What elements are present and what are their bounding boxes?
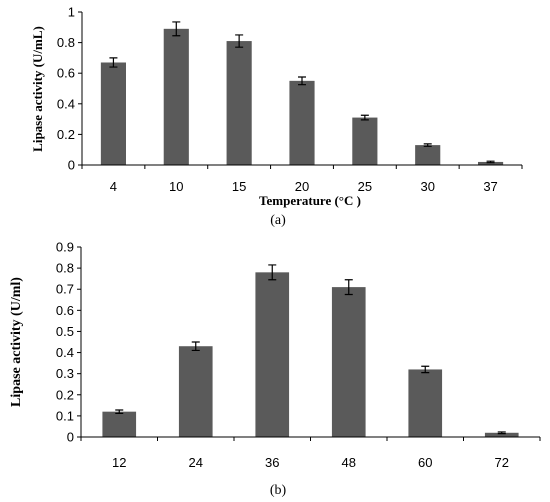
chart-b-bar-48	[331, 287, 366, 437]
chart-a-y-axis: 0 0.2 0.4 0.6 0.8 1	[57, 5, 83, 173]
chart-a-y-tick-label: 0.2	[57, 127, 75, 142]
chart-b-y-tick-label: 0.5	[56, 324, 74, 339]
chart-b-y-tick-label: 0.9	[56, 240, 74, 255]
chart-a-ylabel: Lipase activity (U/mL)	[30, 26, 45, 152]
chart-a-error-bar-30	[423, 143, 432, 147]
chart-a-y-tick-label: 0.6	[57, 66, 75, 81]
chart-a: Lipase activity (U/mL) 0 0.2 0.4 0.6 0.8 1 4 1…	[30, 5, 523, 228]
chart-b-y-tick-label: 0.2	[56, 387, 74, 402]
chart-b-y-tick-label: 0.8	[56, 261, 74, 276]
chart-a-bar-25	[352, 117, 378, 165]
chart-b-bar-36	[255, 272, 290, 437]
chart-b-bar-24	[178, 346, 213, 437]
chart-a-panel-label: (a)	[270, 213, 286, 228]
chart-b-y-tick-label: 0.6	[56, 303, 74, 318]
chart-a-y-tick-label: 0.8	[57, 35, 75, 50]
chart-a-error-bar-10	[172, 21, 181, 37]
chart-b-y-tick-label: 0.4	[56, 345, 74, 360]
chart-a-x-tick-label: 37	[483, 179, 497, 194]
chart-b-bars	[102, 264, 519, 437]
chart-a-bar-10	[163, 28, 189, 165]
chart-a-x-tick-label: 20	[295, 179, 309, 194]
chart-b-y-tick-label: 0.1	[56, 408, 74, 423]
chart-b-panel-label: (b)	[270, 483, 287, 498]
chart-a-bar-30	[415, 145, 441, 165]
chart-a-x-tick-label: 25	[358, 179, 372, 194]
chart-a-bar-15	[226, 41, 252, 165]
chart-b-ylabel: Lipase activity (U/ml)	[9, 277, 24, 407]
chart-b-x-tick-label: 48	[342, 455, 356, 470]
chart-b-error-bar-36	[268, 264, 277, 281]
chart-a-bars	[100, 21, 504, 165]
chart-a-bar-4	[100, 62, 126, 165]
chart-b-x-tick-label: 72	[495, 455, 509, 470]
chart-b-x-tick-label: 60	[418, 455, 432, 470]
chart-a-error-bar-37	[486, 160, 495, 164]
chart-b-error-bar-12	[115, 409, 124, 414]
chart-a-bar-20	[289, 80, 315, 165]
chart-a-error-bar-20	[298, 76, 306, 86]
chart-a-xlabel: Temperature (°C )	[259, 193, 361, 208]
chart-b-y-axis: 0 0.1 0.2 0.3 0.4 0.5 0.6 0.7 0.8 0.9	[56, 240, 82, 445]
chart-a-x-tick-label: 4	[110, 179, 117, 194]
chart-b-x-tick-label: 12	[112, 455, 126, 470]
chart-b-error-bar-48	[344, 279, 353, 296]
chart-a-x-tick-label: 30	[420, 179, 434, 194]
chart-a-x-axis: 4 10 15 20 25 30 37	[81, 164, 523, 194]
chart-b-error-bar-60	[421, 365, 430, 374]
chart-a-error-bar-15	[235, 34, 244, 48]
chart-a-error-bar-25	[360, 114, 369, 121]
chart-b-y-tick-label: 0.3	[56, 366, 74, 381]
chart-b-bar-72	[484, 432, 519, 437]
chart-b-x-tick-label: 36	[265, 455, 279, 470]
chart-b-bar-60	[408, 369, 443, 437]
chart-b-error-bar-72	[497, 431, 506, 435]
chart-a-y-tick-label: 0	[68, 158, 75, 173]
chart-a-error-bar-4	[109, 57, 118, 68]
chart-b: Lipase activity (U/ml) 00.10.20.30.40.50…	[9, 240, 541, 498]
chart-b-y-tick-label: 0.7	[56, 282, 74, 297]
chart-a-y-tick-label: 1	[68, 5, 75, 20]
chart-a-bar-37	[478, 161, 504, 165]
chart-b-bar-12	[102, 411, 137, 437]
chart-a-y-tick-label: 0.4	[57, 96, 75, 111]
chart-b-x-axis: 12 24 36 48 60 72	[80, 436, 541, 470]
chart-b-error-bar-24	[191, 341, 200, 352]
chart-a-x-tick-label: 15	[232, 179, 246, 194]
chart-a-x-tick-label: 10	[169, 179, 183, 194]
chart-b-x-tick-label: 24	[189, 455, 203, 470]
chart-b-y-tick-label: 0	[67, 430, 74, 445]
